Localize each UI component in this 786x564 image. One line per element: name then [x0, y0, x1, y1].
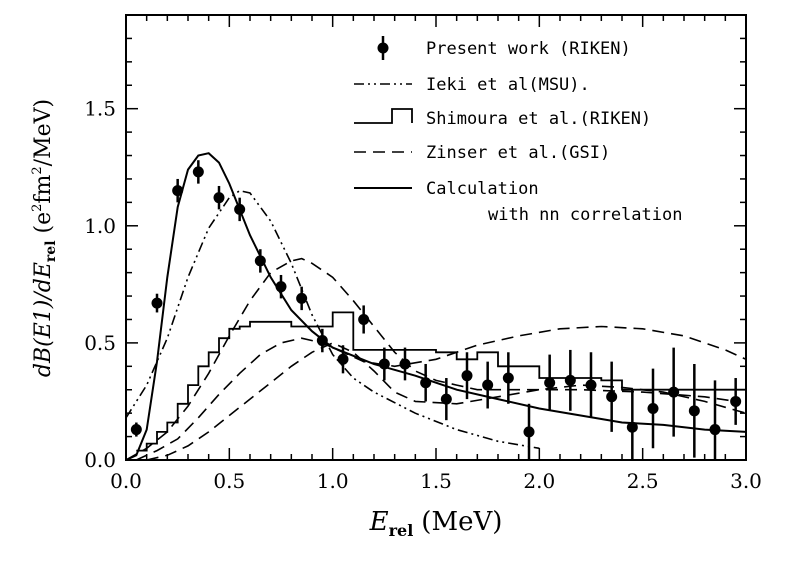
- y-tick-label: 0.0: [84, 448, 116, 472]
- x-tick-label: 1.0: [317, 469, 349, 493]
- legend-label: Ieki et al(MSU).: [426, 75, 590, 95]
- data-point: [482, 379, 494, 391]
- data-point: [213, 192, 225, 204]
- legend-label: Zinser et al.(GSI): [426, 143, 610, 163]
- x-tick-label: 0.5: [213, 469, 245, 493]
- shimoura-histogram: [136, 311, 746, 452]
- data-point: [172, 185, 184, 197]
- data-point: [192, 166, 204, 178]
- calculation-curve: [126, 152, 746, 460]
- plot-area: [126, 152, 746, 460]
- data-point: [564, 374, 576, 386]
- data-point: [647, 402, 659, 414]
- data-point: [296, 292, 308, 304]
- zinser-curve-2: [135, 325, 746, 460]
- data-point: [606, 391, 618, 403]
- y-tick-label: 1.0: [84, 214, 116, 238]
- data-point: [461, 370, 473, 382]
- legend: Present work (RIKEN) Ieki et al(MSU). Shim…: [354, 36, 682, 225]
- y-tick-label: 0.5: [84, 331, 116, 355]
- x-tick-label: 1.5: [420, 469, 452, 493]
- y-axis-label: dB(E1)/dErel (e2fm2/MeV): [30, 99, 59, 377]
- x-tick-label: 3.0: [730, 469, 762, 493]
- x-tick-label: 0.0: [110, 469, 142, 493]
- legend-point-symbol: [377, 42, 389, 54]
- data-point: [688, 405, 700, 417]
- legend-label-line2: with nn correlation: [488, 205, 682, 225]
- zinser-curve-3: [146, 342, 746, 460]
- data-point: [337, 353, 349, 365]
- x-axis-label: Erel (MeV): [369, 507, 503, 540]
- legend-label: Calculation: [426, 179, 539, 199]
- data-point: [399, 358, 411, 370]
- legend-step-symbol: [354, 108, 413, 124]
- data-point: [544, 377, 556, 389]
- x-tick-label: 2.5: [627, 469, 659, 493]
- data-point: [130, 424, 142, 436]
- data-point: [626, 421, 638, 433]
- data-point: [523, 426, 535, 438]
- data-point: [502, 372, 514, 384]
- series-layer: [126, 152, 746, 460]
- legend-label: Shimoura et al.(RIKEN): [426, 109, 651, 129]
- data-point: [440, 393, 452, 405]
- data-point: [151, 297, 163, 309]
- legend-label: Present work (RIKEN): [426, 39, 631, 59]
- zinser-curve-1: [126, 257, 736, 460]
- y-tick-label: 1.5: [84, 97, 116, 121]
- x-tick-label: 2.0: [523, 469, 555, 493]
- axis-ticks: 0.0 0.5 1.0 1.5 2.0 2.5 3.0 0.0 0.5 1.0 1.5: [84, 14, 762, 493]
